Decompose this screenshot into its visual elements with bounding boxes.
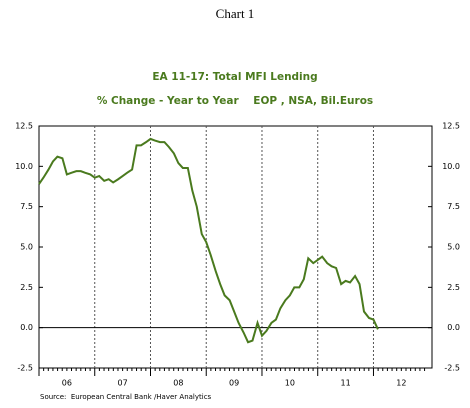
- y2-tick-label: 7.5: [447, 202, 460, 211]
- y2-tick-label: -2.5: [444, 364, 460, 373]
- x-tick-label: 10: [285, 379, 295, 388]
- y2-tick-label: 0.0: [447, 323, 460, 332]
- y2-tick-label: 2.5: [447, 283, 460, 292]
- y-tick-label: 10.0: [15, 162, 33, 171]
- x-tick-label: 11: [341, 379, 351, 388]
- chart-subtitle: % Change - Year to Year EOP , NSA, Bil.E…: [97, 95, 373, 107]
- y-tick-label: 5.0: [20, 243, 33, 252]
- series-line: [38, 137, 379, 344]
- x-tick-label: 07: [118, 379, 128, 388]
- source: Source: European Central Bank /Haver Ana…: [40, 393, 212, 401]
- x-tick-label: 09: [229, 379, 239, 388]
- y-tick-label: 2.5: [20, 283, 33, 292]
- y-tick-label: 7.5: [20, 202, 33, 211]
- page-title: Chart 1: [216, 6, 255, 21]
- x-tick-label: 06: [62, 379, 72, 388]
- y-tick-label: 12.5: [15, 122, 33, 131]
- chart-title: EA 11-17: Total MFI Lending: [152, 71, 317, 83]
- y2-tick-label: 5.0: [447, 243, 460, 252]
- y2-tick-label: 12.5: [442, 122, 460, 131]
- y-tick-label: 0.0: [20, 323, 33, 332]
- y-tick-label: -2.5: [17, 364, 33, 373]
- y2-tick-label: 10.0: [442, 162, 460, 171]
- x-tick-label: 08: [173, 379, 183, 388]
- x-tick-label: 12: [396, 379, 406, 388]
